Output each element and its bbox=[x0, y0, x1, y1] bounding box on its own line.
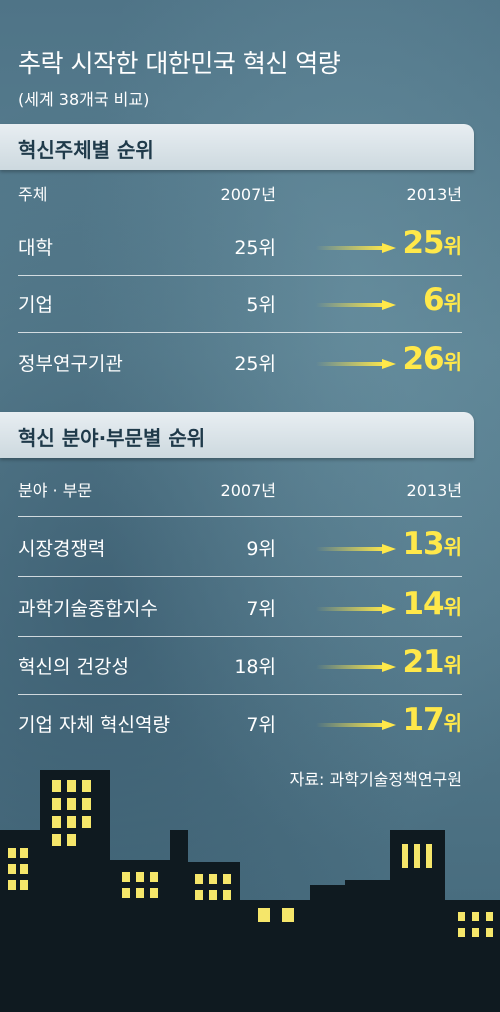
table-row: 혁신의 건강성 18위 21위 bbox=[18, 638, 462, 695]
rank-2007: 25위 bbox=[234, 237, 276, 259]
section2-header-row: 분야 · 부문 2007년 2013년 bbox=[18, 460, 462, 517]
arrow-right-icon bbox=[316, 359, 396, 369]
column-header-field: 분야 · 부문 bbox=[18, 481, 93, 500]
column-header-2013: 2013년 bbox=[406, 481, 462, 500]
row-name: 정부연구기관 bbox=[18, 353, 123, 375]
section2-heading-band: 혁신 분야·부문별 순위 bbox=[0, 412, 474, 458]
column-header-2013: 2013년 bbox=[406, 185, 462, 204]
column-header-2007: 2007년 bbox=[220, 481, 276, 500]
rank-2013: 14위 bbox=[402, 586, 462, 622]
arrow-right-icon bbox=[316, 243, 396, 253]
table-row: 대학 25위 25위 bbox=[18, 219, 462, 276]
rank-2007: 7위 bbox=[246, 598, 276, 620]
arrow-right-icon bbox=[316, 662, 396, 672]
row-name: 과학기술종합지수 bbox=[18, 598, 158, 620]
arrow-right-icon bbox=[316, 544, 396, 554]
rank-2013: 26위 bbox=[402, 341, 462, 377]
row-name: 기업 자체 혁신역량 bbox=[18, 714, 170, 736]
section2-heading: 혁신 분야·부문별 순위 bbox=[18, 426, 206, 450]
page-title: 추락 시작한 대한민국 혁신 역량 bbox=[18, 49, 341, 78]
page-subtitle: (세계 38개국 비교) bbox=[18, 90, 150, 109]
rank-2013: 6위 bbox=[423, 282, 462, 318]
column-header-subject: 주체 bbox=[18, 185, 48, 204]
row-name: 시장경쟁력 bbox=[18, 538, 106, 560]
rank-2007: 25위 bbox=[234, 353, 276, 375]
arrow-right-icon bbox=[316, 300, 396, 310]
rank-2007: 7위 bbox=[246, 714, 276, 736]
table-row: 기업 자체 혁신역량 7위 17위 bbox=[18, 696, 462, 752]
city-skyline bbox=[0, 770, 500, 1012]
row-name: 혁신의 건강성 bbox=[18, 656, 129, 678]
rank-2013: 13위 bbox=[402, 526, 462, 562]
rank-2007: 18위 bbox=[234, 656, 276, 678]
arrow-right-icon bbox=[316, 720, 396, 730]
table-row: 시장경쟁력 9위 13위 bbox=[18, 520, 462, 577]
rank-2007: 5위 bbox=[246, 294, 276, 316]
table-row: 과학기술종합지수 7위 14위 bbox=[18, 580, 462, 637]
source-note: 자료: 과학기술정책연구원 bbox=[289, 770, 462, 789]
section1-header-row: 주체 2007년 2013년 bbox=[18, 164, 462, 220]
row-name: 기업 bbox=[18, 294, 53, 316]
rank-2013: 25위 bbox=[402, 225, 462, 261]
table-row: 기업 5위 6위 bbox=[18, 276, 462, 333]
rank-2013: 21위 bbox=[402, 644, 462, 680]
column-header-2007: 2007년 bbox=[220, 185, 276, 204]
section1-heading: 혁신주체별 순위 bbox=[18, 138, 154, 162]
rank-2013: 17위 bbox=[402, 702, 462, 738]
arrow-right-icon bbox=[316, 604, 396, 614]
rank-2007: 9위 bbox=[246, 538, 276, 560]
section1-heading-band: 혁신주체별 순위 bbox=[0, 124, 474, 170]
table-row: 정부연구기관 25위 26위 bbox=[18, 335, 462, 391]
row-name: 대학 bbox=[18, 237, 53, 259]
